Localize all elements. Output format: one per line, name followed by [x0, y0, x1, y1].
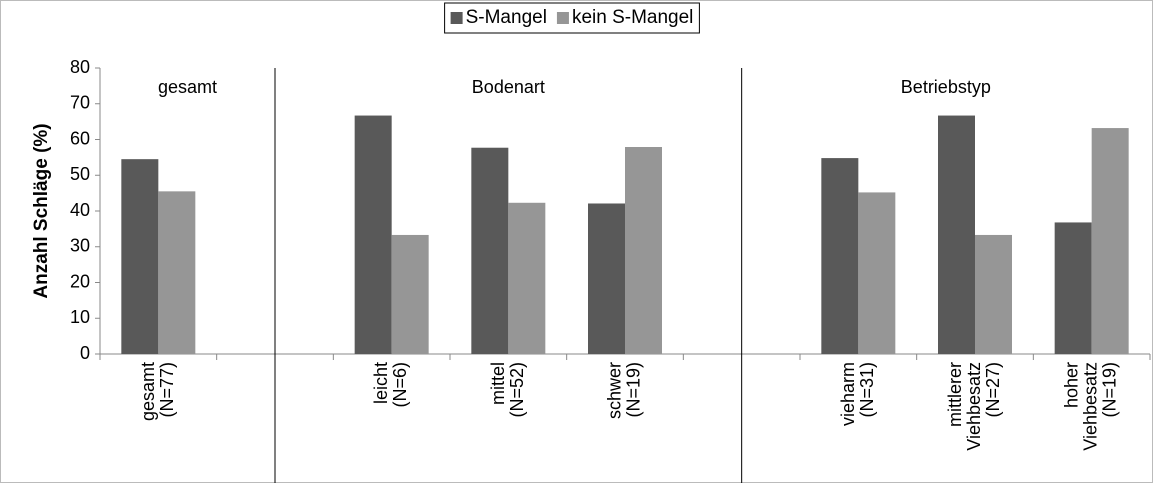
bar — [588, 203, 625, 354]
bar — [1091, 128, 1129, 354]
bar — [121, 159, 159, 354]
group-label: Bodenart — [472, 77, 545, 97]
y-tick-label: 50 — [70, 164, 90, 184]
legend-swatch — [450, 12, 463, 24]
legend-box — [444, 2, 700, 34]
bar — [975, 234, 1012, 354]
y-tick-label: 10 — [70, 307, 90, 327]
x-tick-label: gesamt(N=77) — [138, 362, 177, 421]
y-tick-label: 30 — [70, 236, 90, 256]
legend-item: S-Mangel — [450, 7, 547, 28]
bar — [1054, 222, 1092, 354]
y-tick-label: 0 — [80, 343, 90, 363]
x-tick-label: leicht(N=6) — [371, 362, 410, 408]
legend-swatch — [556, 12, 569, 24]
x-tick-label: vieharm(N=31) — [838, 362, 877, 426]
bar — [858, 192, 896, 354]
bar — [391, 234, 429, 354]
bar — [821, 158, 859, 354]
bar — [158, 191, 196, 354]
bar — [625, 147, 662, 354]
legend-label: S-Mangel — [466, 7, 547, 28]
group-label: gesamt — [158, 77, 217, 97]
legend: S-Mangel kein S-Mangel — [444, 2, 700, 34]
group-label: Betriebstyp — [901, 77, 991, 97]
y-tick-label: 20 — [70, 271, 90, 291]
y-tick-label: 80 — [70, 57, 90, 77]
bar — [354, 115, 392, 354]
x-tick-label: mittlererViehbesatz(N=27) — [945, 362, 1003, 451]
x-tick-label: mittel(N=52) — [488, 362, 527, 418]
legend-item: kein S-Mangel — [556, 7, 693, 28]
x-tick-label: schwer(N=19) — [604, 362, 643, 419]
x-tick-label: hoherViehbesatz(N=19) — [1061, 362, 1119, 451]
bar — [471, 147, 509, 354]
bar — [938, 115, 975, 354]
y-axis-title: Anzahl Schläge (%) — [31, 123, 52, 298]
bar — [508, 202, 546, 354]
y-tick-label: 40 — [70, 200, 90, 220]
legend-label: kein S-Mangel — [572, 7, 693, 28]
y-tick-label: 70 — [70, 93, 90, 113]
y-tick-label: 60 — [70, 128, 90, 148]
